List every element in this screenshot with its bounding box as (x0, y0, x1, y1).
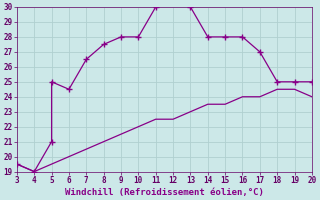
X-axis label: Windchill (Refroidissement éolien,°C): Windchill (Refroidissement éolien,°C) (65, 188, 264, 197)
